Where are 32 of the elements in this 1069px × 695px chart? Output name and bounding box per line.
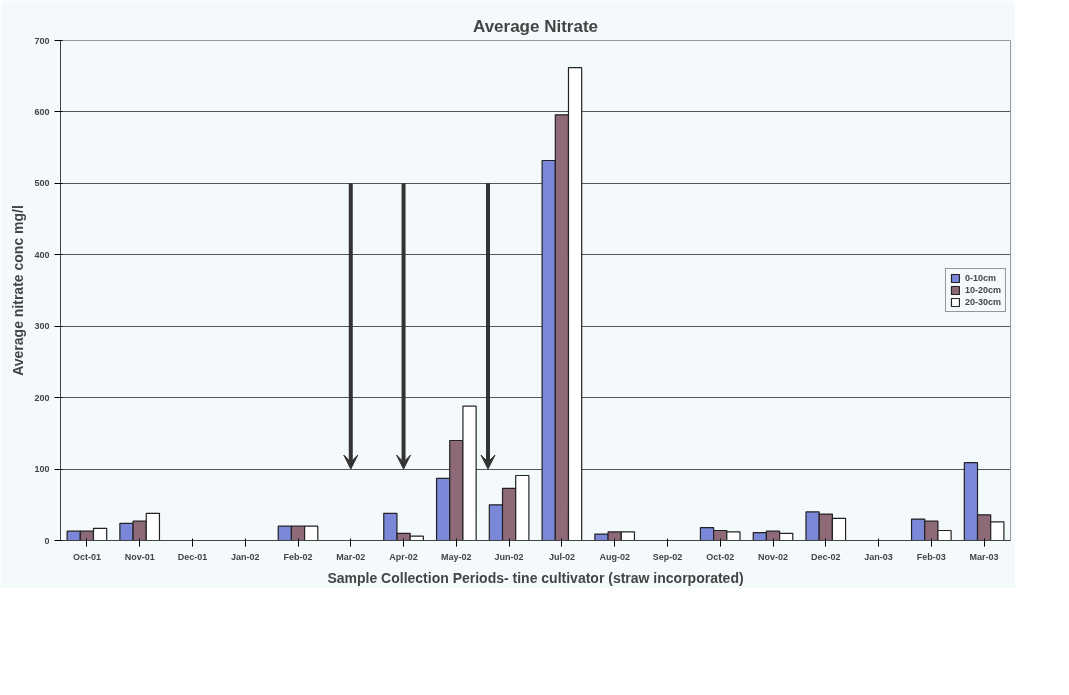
chart-title: Average Nitrate	[472, 16, 599, 36]
y-tick-label: 400	[34, 249, 50, 260]
x-tick-label: Oct-01	[72, 551, 101, 562]
x-tick-label: Nov-02	[757, 551, 789, 562]
legend-label: 0-10cm	[964, 273, 996, 283]
x-tick-label: Feb-02	[283, 551, 313, 562]
x-tick-label: Mar-02	[336, 551, 366, 562]
x-tick-label: Nov-01	[124, 551, 155, 562]
x-tick-label: Apr-02	[389, 551, 418, 562]
x-tick-label: Dec-01	[177, 551, 208, 562]
x-tick-label: May-02	[441, 551, 472, 562]
x-tick-label: Aug-02	[599, 551, 630, 562]
x-tick-label: Mar-03	[969, 551, 999, 562]
x-tick-label: Feb-03	[916, 551, 946, 562]
y-tick-label: 700	[34, 35, 50, 46]
x-tick-label: Jul-02	[548, 551, 575, 562]
y-tick-label: 600	[34, 106, 50, 117]
x-tick-label: Sep-02	[652, 551, 683, 562]
x-tick-label: Jan-03	[864, 551, 893, 562]
y-axis-title: Average nitrate conc mg/l	[10, 205, 27, 376]
x-axis-title: Sample Collection Periods- tine cultivator (straw incorporated)	[327, 569, 744, 586]
x-tick-label: Dec-02	[811, 551, 841, 562]
x-tick-label: Jan-02	[230, 551, 260, 562]
x-tick-label: Oct-02	[706, 551, 735, 562]
legend-label: 10-20cm	[964, 285, 1001, 295]
y-tick-label: 0	[44, 535, 50, 546]
y-tick-label: 500	[34, 178, 50, 189]
x-tick-label: Jun-02	[494, 551, 524, 562]
y-tick-label: 200	[34, 392, 50, 403]
legend-label: 20-30cm	[964, 297, 1001, 307]
y-tick-label: 300	[34, 321, 50, 332]
y-tick-label: 100	[34, 464, 50, 475]
